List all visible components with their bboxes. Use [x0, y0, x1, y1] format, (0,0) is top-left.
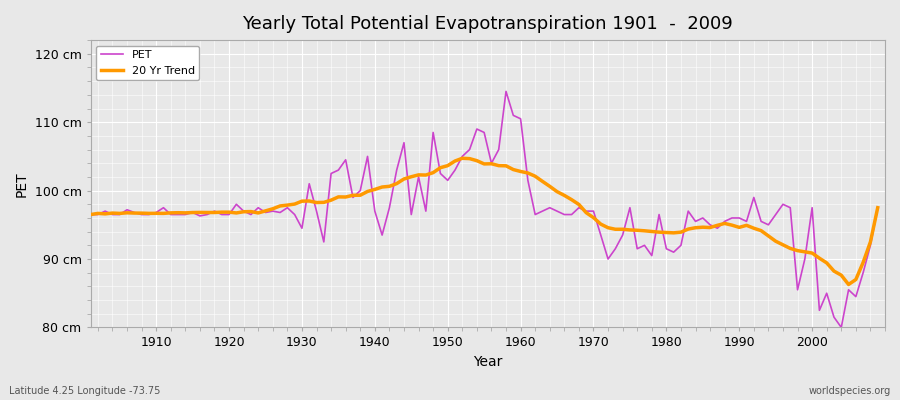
- Title: Yearly Total Potential Evapotranspiration 1901  -  2009: Yearly Total Potential Evapotranspiratio…: [242, 15, 734, 33]
- 20 Yr Trend: [610, 227, 621, 232]
- PET: [500, 89, 511, 94]
- 20 Yr Trend: [843, 282, 854, 287]
- Line: PET: PET: [91, 92, 878, 328]
- X-axis label: Year: Year: [473, 355, 502, 369]
- PET: [347, 195, 358, 200]
- Text: Latitude 4.25 Longitude -73.75: Latitude 4.25 Longitude -73.75: [9, 386, 160, 396]
- 20 Yr Trend: [143, 211, 154, 216]
- 20 Yr Trend: [457, 156, 468, 161]
- Line: 20 Yr Trend: 20 Yr Trend: [91, 158, 878, 284]
- PET: [304, 181, 315, 186]
- PET: [610, 246, 621, 251]
- PET: [836, 325, 847, 330]
- PET: [872, 205, 883, 210]
- Text: worldspecies.org: worldspecies.org: [809, 386, 891, 396]
- Legend: PET, 20 Yr Trend: PET, 20 Yr Trend: [96, 46, 199, 80]
- 20 Yr Trend: [523, 170, 534, 175]
- 20 Yr Trend: [304, 199, 315, 204]
- PET: [523, 178, 534, 183]
- 20 Yr Trend: [347, 193, 358, 198]
- 20 Yr Trend: [86, 212, 96, 217]
- 20 Yr Trend: [872, 205, 883, 210]
- Y-axis label: PET: PET: [15, 171, 29, 196]
- 20 Yr Trend: [515, 169, 526, 174]
- PET: [86, 212, 96, 217]
- PET: [143, 212, 154, 217]
- PET: [515, 116, 526, 121]
